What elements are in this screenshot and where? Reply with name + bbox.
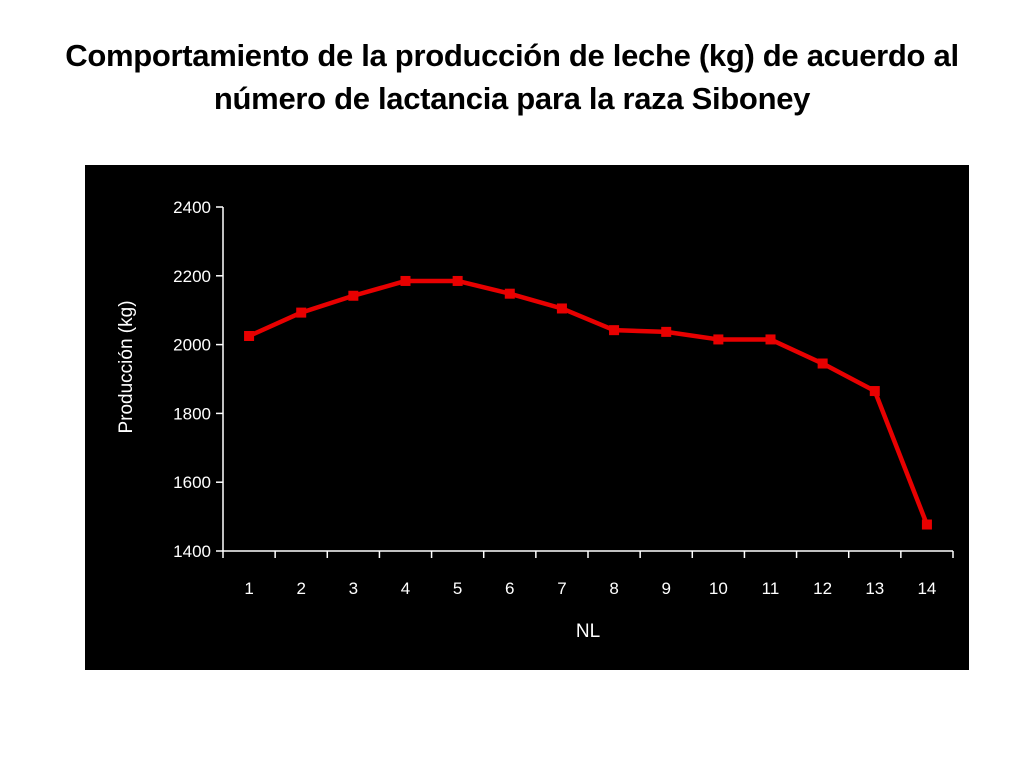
- series-line-layer: [246, 278, 930, 527]
- y-tick-label: 1600: [173, 473, 211, 492]
- x-tick-label: 13: [865, 579, 884, 598]
- x-tick-label: 5: [453, 579, 462, 598]
- x-tick-label: 3: [349, 579, 358, 598]
- x-tick-label: 11: [762, 579, 780, 598]
- y-tick-label: 1400: [173, 542, 211, 561]
- x-tick-label: 2: [296, 579, 305, 598]
- data-point-marker: [348, 290, 359, 301]
- x-axis-title: NL: [576, 621, 600, 642]
- x-tick-label: 14: [917, 579, 936, 598]
- data-point-marker: [504, 288, 515, 299]
- x-tick-label: 6: [505, 579, 514, 598]
- series-marker-layer: [244, 275, 932, 530]
- data-point-marker: [400, 275, 411, 286]
- slide-title: Comportamiento de la producción de leche…: [65, 38, 959, 116]
- y-tick-label: 1800: [173, 404, 211, 423]
- data-point-marker: [244, 331, 255, 341]
- x-tick-label: 7: [557, 579, 566, 598]
- x-tick-label: 12: [813, 579, 832, 598]
- y-tick-label: 2000: [173, 336, 211, 355]
- y-tick-label: 2400: [173, 198, 211, 217]
- y-tick-label: 2200: [173, 267, 211, 286]
- x-tick-label: 10: [709, 579, 728, 598]
- data-point-marker: [921, 519, 932, 530]
- data-point-marker: [609, 325, 620, 336]
- data-point-marker: [452, 275, 463, 286]
- x-tick-label: 4: [401, 579, 410, 598]
- data-point-marker: [556, 303, 567, 314]
- series-line: [246, 278, 930, 527]
- x-tick-label: 8: [609, 579, 618, 598]
- data-point-marker: [661, 326, 672, 337]
- data-point-marker: [765, 334, 776, 345]
- data-point-marker: [713, 334, 724, 345]
- x-tick-label: 9: [661, 579, 670, 598]
- data-point-marker: [296, 307, 307, 318]
- data-point-marker: [817, 358, 828, 369]
- y-axis-title: Producción (kg): [116, 300, 137, 433]
- chart-panel: 1400 1600 1800 2000 2200 2400 1 2 3 4 5 6 7 8 9 10 11 12 1…: [85, 165, 969, 670]
- x-tick-label: 1: [244, 579, 253, 598]
- data-point-marker: [869, 386, 880, 397]
